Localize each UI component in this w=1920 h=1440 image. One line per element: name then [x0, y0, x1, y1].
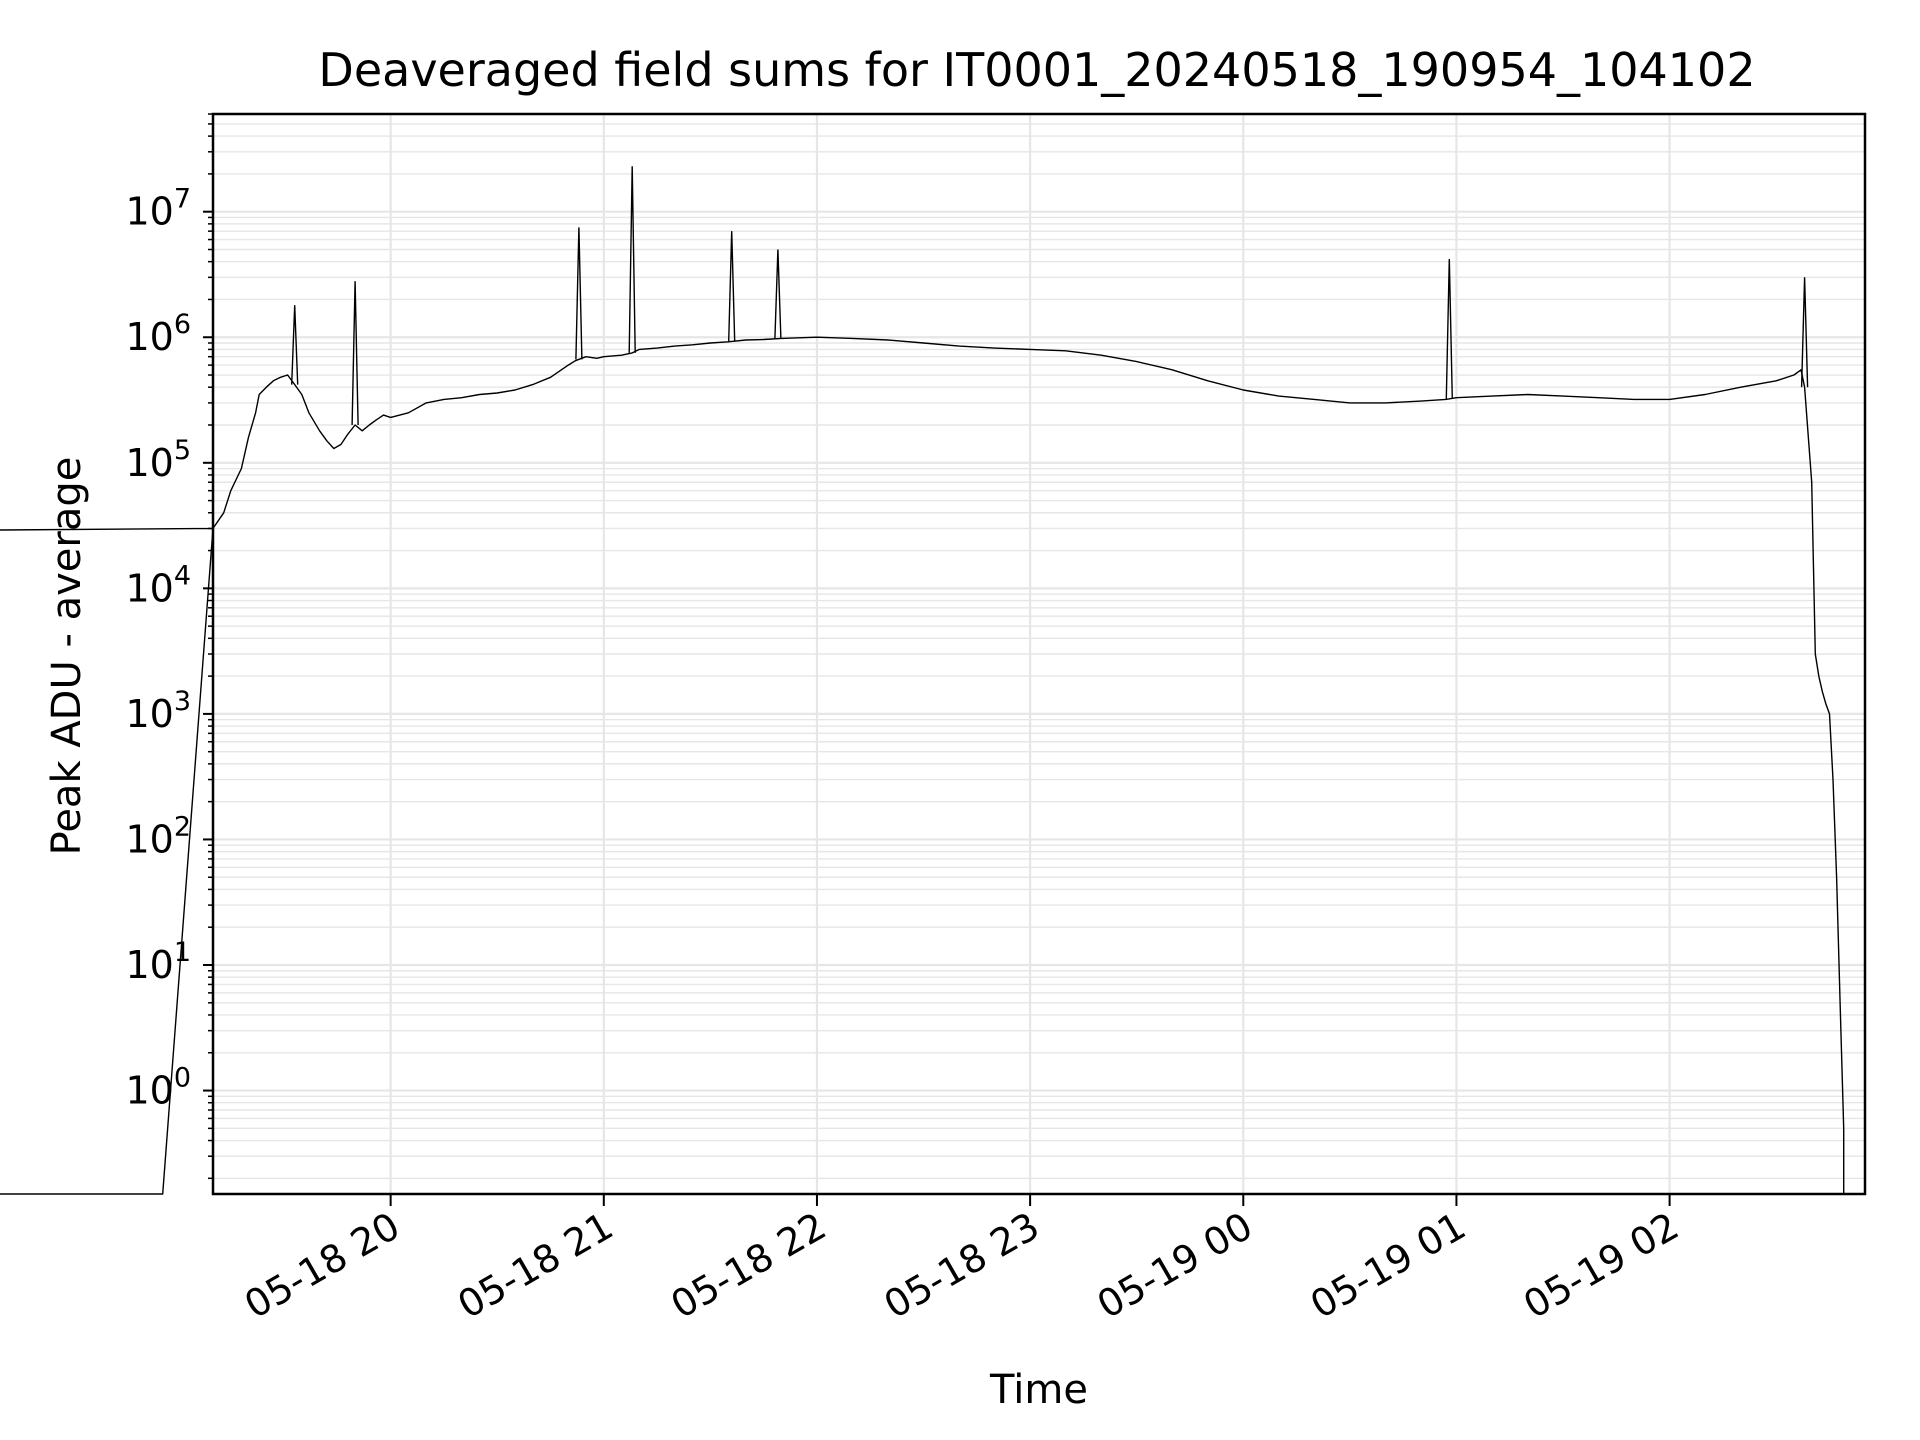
x-tick-label: 05-19 01 [1303, 1204, 1473, 1328]
x-tick-label: 05-19 02 [1516, 1204, 1686, 1328]
y-tick-label: 102 [125, 811, 191, 861]
series-spike [728, 231, 736, 342]
x-tick-label: 05-18 23 [877, 1204, 1047, 1328]
x-tick-label: 05-19 00 [1090, 1204, 1260, 1328]
series-spike [291, 305, 299, 385]
grid [213, 113, 1865, 1194]
y-tick-label: 105 [125, 435, 191, 485]
x-tick-label: 05-18 20 [237, 1204, 407, 1328]
series-spike [774, 249, 782, 339]
series-spike [351, 281, 359, 426]
x-axis-ticks: 05-18 20 05-18 21 05-18 22 05-18 23 05-19 00… [237, 1194, 1686, 1327]
y-tick-label: 104 [125, 560, 191, 610]
y-axis-ticks: 100 101 102 103 104 105 106 107 [125, 113, 213, 1180]
series-spike [1800, 277, 1809, 388]
y-tick-label: 103 [125, 686, 191, 736]
x-tick-label: 05-18 22 [663, 1204, 833, 1328]
x-axis-label: Time [989, 1367, 1088, 1413]
y-axis-label: Peak ADU - average [44, 457, 90, 856]
y-tick-label: 107 [125, 184, 191, 234]
series-spike [1445, 258, 1453, 399]
x-tick-label: 05-18 21 [450, 1204, 620, 1328]
series-layer [0, 166, 1845, 1195]
y-tick-label: 100 [125, 1063, 191, 1113]
series-spike [575, 227, 583, 360]
y-tick-label: 106 [125, 309, 191, 359]
series-spike [628, 166, 636, 353]
y-tick-label: 101 [125, 937, 191, 987]
chart-title: Deaveraged field sums for IT0001_2024051… [318, 43, 1755, 97]
